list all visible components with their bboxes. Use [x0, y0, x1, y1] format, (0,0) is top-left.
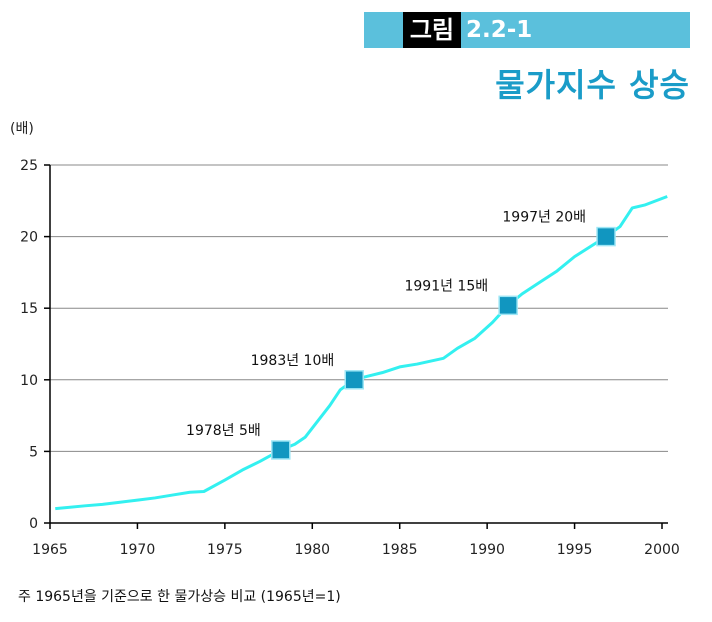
- annotation-label: 1997년 20배: [502, 210, 586, 226]
- x-tick-label: 1990: [469, 542, 505, 558]
- x-tick-label: 1995: [557, 542, 593, 558]
- x-tick-label: 1975: [207, 542, 243, 558]
- data-marker: [271, 440, 291, 460]
- y-tick-label: 0: [29, 516, 38, 532]
- y-tick-label: 15: [20, 301, 38, 317]
- y-tick-label: 10: [20, 373, 38, 389]
- y-tick-label: 25: [20, 158, 38, 174]
- data-marker: [344, 370, 365, 390]
- data-marker: [596, 226, 616, 247]
- x-tick-label: 1985: [382, 542, 418, 558]
- annotation-label: 1978년 5배: [186, 423, 261, 439]
- x-tick-label: 2000: [644, 542, 680, 558]
- data-marker: [498, 295, 518, 316]
- y-tick-label: 5: [29, 444, 38, 460]
- figure-number: 2.2-1: [466, 17, 533, 43]
- footnote: 주 1965년을 기준으로 한 물가상승 비교 (1965년=1): [18, 589, 341, 605]
- x-tick-label: 1980: [294, 542, 330, 558]
- x-tick-label: 1965: [32, 542, 68, 558]
- y-axis-label: (배): [10, 121, 34, 137]
- x-tick-label: 1970: [120, 542, 156, 558]
- figure-title: 물가지수 상승: [495, 66, 690, 104]
- figure-tag: 그림: [403, 12, 461, 48]
- series-line: [55, 195, 668, 511]
- annotation-label: 1983년 10배: [251, 353, 335, 369]
- y-tick-label: 20: [20, 230, 38, 246]
- annotation-label: 1991년 15배: [404, 278, 488, 294]
